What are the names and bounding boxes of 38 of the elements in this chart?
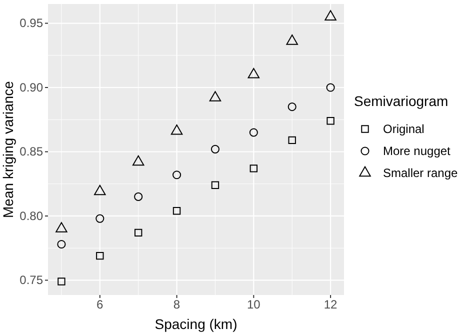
y-tick-label: 0.85 [20,144,44,159]
x-tick-label: 10 [246,298,261,312]
x-tick-label: 12 [324,298,338,312]
point [288,136,296,144]
point [96,214,104,223]
legend-title: Semivariogram [354,93,448,109]
point [326,83,335,92]
y-axis-title: Mean kriging variance [0,80,16,218]
point [172,206,181,215]
point [94,184,106,196]
point [134,228,142,237]
point [170,124,183,135]
point [58,278,66,286]
legend-label: Original [383,122,424,136]
point [211,181,220,190]
x-axis-title: Spacing (km) [154,316,238,332]
y-tick-label: 0.80 [20,208,44,223]
point [96,252,104,260]
point [249,128,258,137]
point [134,192,143,201]
x-tick-label: 8 [173,298,180,312]
legend-label: Smaller range [383,166,458,180]
point [248,68,260,78]
legend-label: More nugget [383,144,452,158]
y-tick-label: 0.90 [20,80,44,94]
point [326,117,334,125]
point [209,91,222,102]
y-tick-label: 0.95 [20,16,44,30]
point [210,144,220,154]
point [286,34,298,45]
point [324,10,336,20]
y-tick-label: 0.75 [20,273,44,288]
point [250,164,258,172]
point [172,170,182,180]
x-tick-label: 6 [96,298,104,312]
point [132,155,144,166]
point [288,102,296,112]
point [57,240,66,249]
